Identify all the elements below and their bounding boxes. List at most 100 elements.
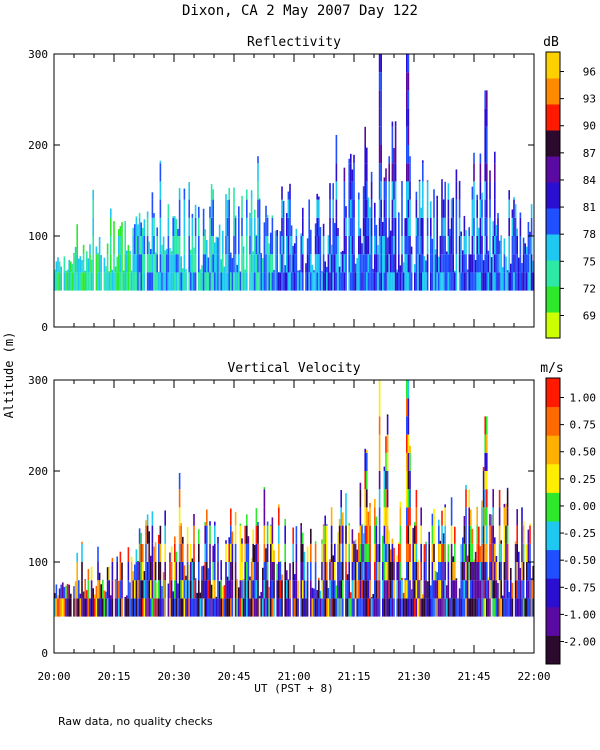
reflectivity-echo-cell xyxy=(332,183,334,200)
reflectivity-echo-cell xyxy=(335,272,338,291)
velocity-echo-cell xyxy=(199,592,202,599)
velocity-echo-cell xyxy=(146,580,149,599)
velocity-echo-cell xyxy=(193,580,195,599)
reflectivity-echo-cell xyxy=(159,217,162,236)
velocity-echo-cell xyxy=(239,562,242,581)
reflectivity-echo-cell xyxy=(151,192,154,200)
reflectivity-echo-cell xyxy=(418,179,421,182)
velocity-echo-cell xyxy=(338,562,341,581)
velocity-echo-cell xyxy=(138,528,141,544)
velocity-echo-cell xyxy=(486,489,488,508)
reflectivity-echo-cell xyxy=(210,217,213,236)
reflectivity-echo-cell xyxy=(169,254,171,273)
reflectivity-echo-cell xyxy=(422,163,424,182)
reflectivity-echo-cell xyxy=(286,254,288,273)
velocity-echo-cell xyxy=(471,580,474,599)
velocity-echo-cell xyxy=(250,562,253,581)
velocity-echo-cell xyxy=(386,434,389,453)
velocity-echo-cell xyxy=(212,562,214,581)
reflectivity-echo-cell xyxy=(386,272,389,291)
velocity-echo-cell xyxy=(119,598,122,617)
velocity-echo-cell xyxy=(262,580,264,599)
reflectivity-echo-cell xyxy=(65,272,67,291)
velocity-echo-cell xyxy=(265,598,267,617)
velocity-echo-cell xyxy=(482,562,485,581)
reflectivity-echo-cell xyxy=(84,270,86,273)
velocity-echo-cell xyxy=(383,562,386,581)
reflectivity-echo-cell xyxy=(359,236,362,255)
velocity-echo-cell xyxy=(143,580,146,599)
reflectivity-echo-cell xyxy=(108,272,110,291)
velocity-echo-cell xyxy=(399,562,402,581)
reflectivity-echo-cell xyxy=(334,272,336,291)
velocity-echo-cell xyxy=(222,586,224,599)
velocity-echo-cell xyxy=(420,543,422,562)
reflectivity-echo-cell xyxy=(446,251,448,255)
reflectivity-echo-cell xyxy=(258,217,261,236)
reflectivity-echo-cell xyxy=(516,272,518,291)
velocity-echo-cell xyxy=(494,537,496,544)
velocity-echo-cell xyxy=(239,525,242,544)
velocity-echo-cell xyxy=(388,562,390,581)
velocity-echo-cell xyxy=(111,557,114,562)
reflectivity-echo-cell xyxy=(294,243,296,255)
reflectivity-echo-cell xyxy=(351,236,354,255)
velocity-echo-cell xyxy=(321,580,323,599)
velocity-echo-cell xyxy=(209,580,211,599)
velocity-echo-cell xyxy=(502,595,504,599)
reflectivity-y-tick-label: 200 xyxy=(28,139,48,152)
velocity-echo-cell xyxy=(295,543,298,562)
velocity-echo-cell xyxy=(388,543,390,562)
reflectivity-echo-cell xyxy=(366,181,368,200)
velocity-echo-cell xyxy=(186,562,189,581)
reflectivity-echo-cell xyxy=(265,272,267,291)
reflectivity-echo-cell xyxy=(212,189,214,200)
reflectivity-echo-cell xyxy=(193,247,195,255)
velocity-echo-cell xyxy=(367,511,370,526)
velocity-echo-cell xyxy=(378,452,381,471)
velocity-echo-cell xyxy=(388,580,390,599)
reflectivity-echo-cell xyxy=(289,254,291,273)
velocity-echo-cell xyxy=(169,562,171,581)
reflectivity-echo-cell xyxy=(356,257,358,273)
reflectivity-echo-cell xyxy=(345,206,347,218)
reflectivity-echo-cell xyxy=(188,254,190,273)
reflectivity-echo-cell xyxy=(378,181,381,200)
velocity-echo-cell xyxy=(433,598,435,617)
velocity-echo-cell xyxy=(409,598,411,617)
reflectivity-echo-cell xyxy=(124,221,126,236)
reflectivity-echo-cell xyxy=(97,254,99,273)
reflectivity-echo-cell xyxy=(447,272,450,291)
reflectivity-echo-cell xyxy=(292,254,294,273)
reflectivity-echo-cell xyxy=(452,199,454,218)
reflectivity-echo-cell xyxy=(450,198,453,200)
velocity-echo-cell xyxy=(276,563,278,581)
velocity-echo-cell xyxy=(263,598,266,617)
velocity-echo-cell xyxy=(145,562,147,581)
reflectivity-echo-cell xyxy=(198,254,200,273)
reflectivity-echo-cell xyxy=(282,236,285,255)
reflectivity-echo-cell xyxy=(334,223,336,236)
reflectivity-echo-cell xyxy=(486,272,488,291)
reflectivity-echo-cell xyxy=(380,108,382,127)
velocity-echo-cell xyxy=(366,580,368,599)
reflectivity-echo-cell xyxy=(380,272,382,291)
reflectivity-echo-cell xyxy=(258,272,261,291)
reflectivity-echo-cell xyxy=(55,261,58,273)
reflectivity-echo-cell xyxy=(126,272,128,291)
reflectivity-echo-cell xyxy=(450,217,453,236)
velocity-echo-cell xyxy=(250,580,253,599)
velocity-echo-cell xyxy=(329,559,331,562)
reflectivity-echo-cell xyxy=(90,272,93,291)
x-tick-label: 20:45 xyxy=(217,670,250,683)
reflectivity-echo-cell xyxy=(353,154,355,164)
velocity-echo-cell xyxy=(470,543,472,562)
velocity-echo-cell xyxy=(495,580,498,599)
velocity-echo-cell xyxy=(255,580,258,599)
reflectivity-echo-cell xyxy=(281,217,283,236)
reflectivity-echo-cell xyxy=(178,188,181,200)
velocity-echo-cell xyxy=(409,562,411,581)
velocity-echo-cell xyxy=(132,571,134,581)
velocity-echo-cell xyxy=(324,525,326,544)
reflectivity-colorbar-label: 87 xyxy=(583,147,596,160)
